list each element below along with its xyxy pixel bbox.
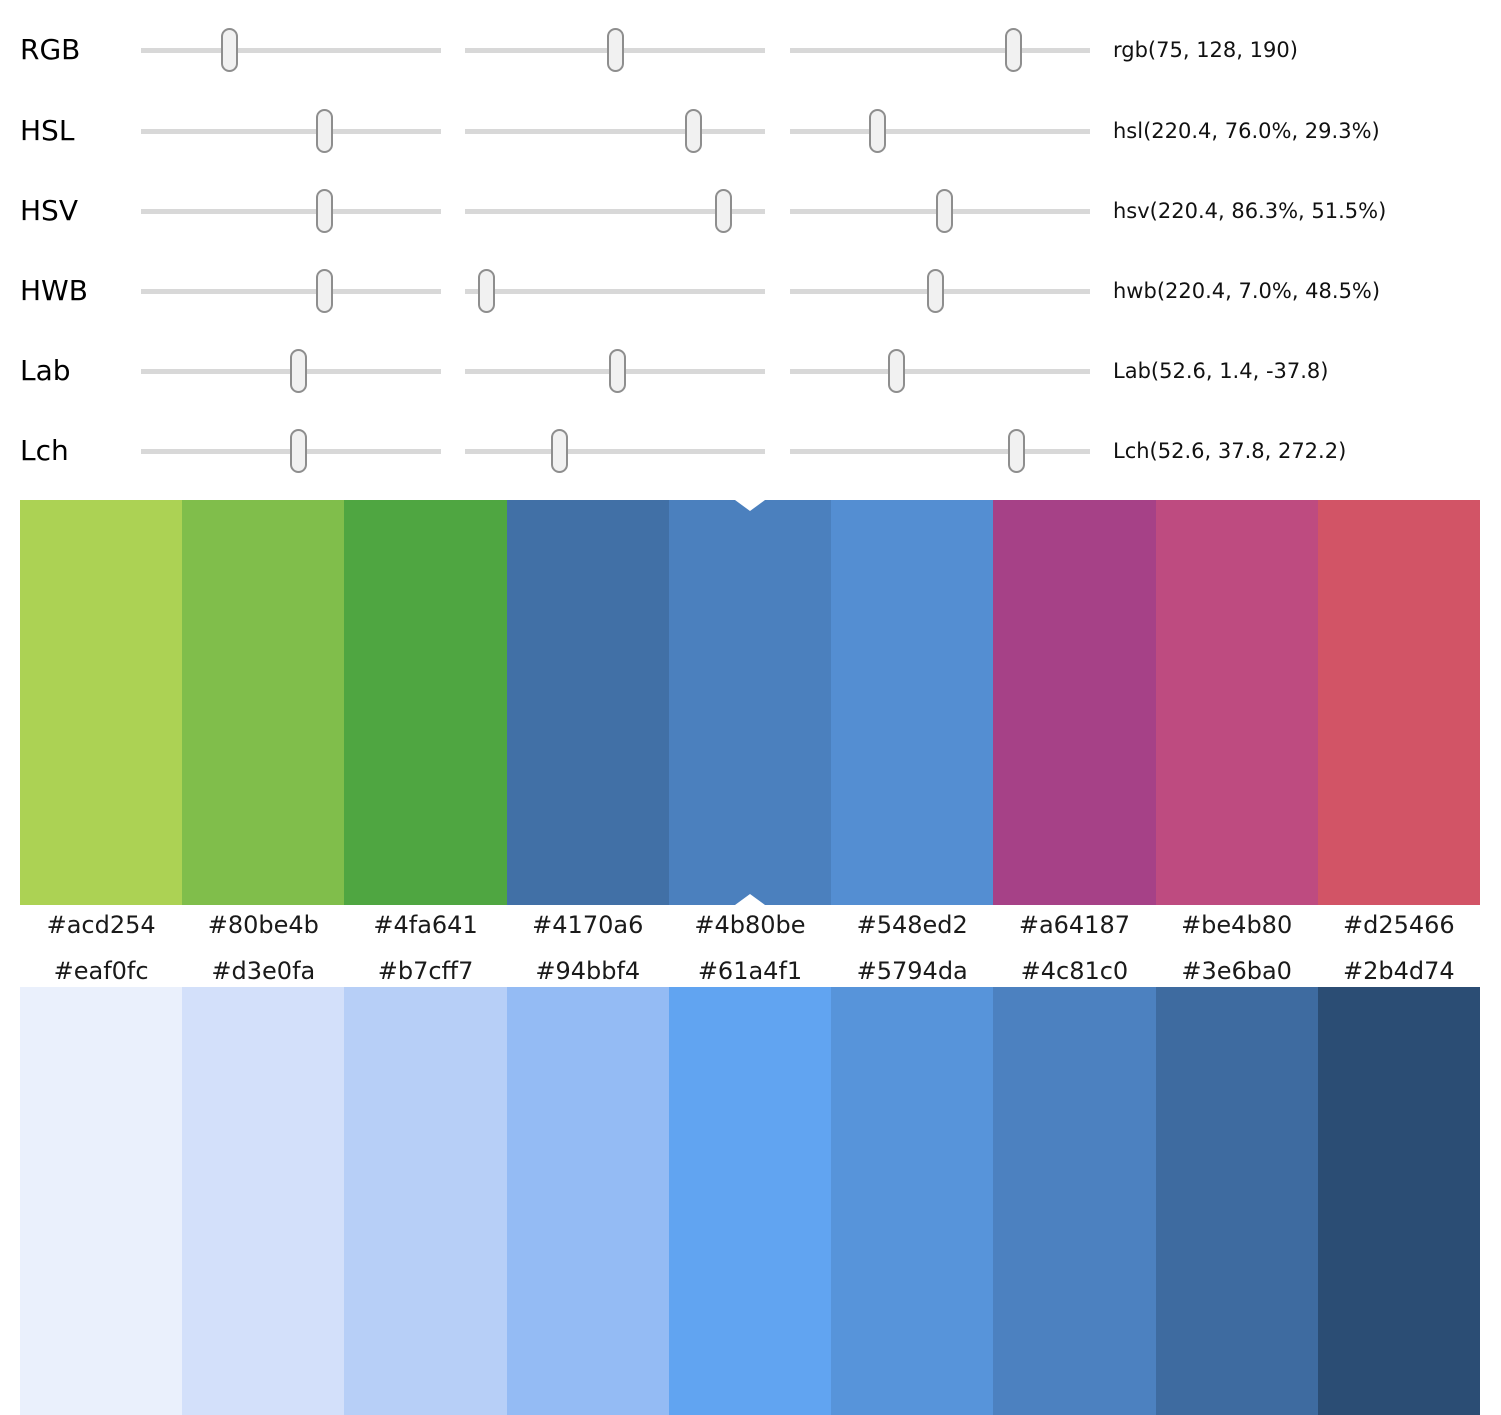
- slider-thumb[interactable]: [927, 269, 944, 313]
- swatch-hex-label: #5794da: [856, 957, 968, 985]
- swatch-hex-label: #4c81c0: [1020, 957, 1129, 985]
- slider-thumb[interactable]: [551, 429, 568, 473]
- slider-track[interactable]: [141, 429, 441, 473]
- swatch-hex-label: #be4b80: [1181, 911, 1293, 939]
- swatch-hex-label: #548ed2: [856, 911, 968, 939]
- slider-row-lch: Lch Lch(52.6, 37.8, 272.2): [0, 429, 1501, 473]
- colorspace-label: RGB: [20, 32, 81, 66]
- palette-swatch[interactable]: [1317, 987, 1480, 1415]
- colorspace-label: Lab: [20, 353, 71, 387]
- slider-thumb[interactable]: [1005, 28, 1022, 72]
- scale-palette: [20, 987, 1480, 1415]
- palette-swatch-selected[interactable]: [668, 500, 832, 905]
- slider-track[interactable]: [790, 189, 1090, 233]
- colorspace-label: HWB: [20, 273, 88, 307]
- slider-thumb[interactable]: [316, 109, 334, 153]
- slider-track[interactable]: [141, 269, 441, 313]
- slider-thumb[interactable]: [715, 189, 733, 233]
- slider-track[interactable]: [465, 28, 765, 72]
- slider-track[interactable]: [790, 28, 1090, 72]
- slider-track[interactable]: [790, 429, 1090, 473]
- slider-track[interactable]: [790, 349, 1090, 393]
- slider-track[interactable]: [141, 28, 441, 72]
- palette-swatch[interactable]: [831, 500, 994, 905]
- slider-track[interactable]: [465, 429, 765, 473]
- slider-row-hsl: HSL hsl(220.4, 76.0%, 29.3%): [0, 109, 1501, 153]
- swatch-hex-label: #eaf0fc: [53, 957, 149, 985]
- slider-track[interactable]: [465, 269, 765, 313]
- palette-swatch[interactable]: [344, 987, 507, 1415]
- palette-swatch[interactable]: [993, 500, 1156, 905]
- slider-thumb[interactable]: [936, 189, 953, 233]
- harmony-palette: [20, 500, 1480, 905]
- slider-thumb[interactable]: [684, 109, 702, 153]
- slider-track[interactable]: [141, 189, 441, 233]
- color-value-text: hwb(220.4, 7.0%, 48.5%): [1113, 279, 1381, 303]
- scale-hex-labels: #eaf0fc #d3e0fa #b7cff7 #94bbf4 #61a4f1 #5794…: [20, 956, 1480, 986]
- slider-track[interactable]: [465, 109, 765, 153]
- slider-row-hsv: HSV hsv(220.4, 86.3%, 51.5%): [0, 189, 1501, 233]
- slider-thumb[interactable]: [290, 429, 308, 473]
- swatch-hex-label: #2b4d74: [1343, 957, 1455, 985]
- slider-row-lab: Lab Lab(52.6, 1.4, -37.8): [0, 349, 1501, 393]
- slider-track[interactable]: [790, 109, 1090, 153]
- slider-thumb[interactable]: [220, 28, 238, 72]
- selected-notch-bottom-icon: [734, 894, 765, 905]
- slider-thumb[interactable]: [316, 269, 334, 313]
- slider-thumb[interactable]: [477, 269, 495, 313]
- color-value-text: Lab(52.6, 1.4, -37.8): [1113, 359, 1329, 383]
- palette-swatch[interactable]: [506, 500, 669, 905]
- color-value-text: hsv(220.4, 86.3%, 51.5%): [1113, 199, 1387, 223]
- slider-track[interactable]: [141, 109, 441, 153]
- colorspace-label: Lch: [20, 433, 69, 467]
- slider-thumb[interactable]: [607, 28, 625, 72]
- palette-swatch[interactable]: [1317, 500, 1480, 905]
- selected-notch-top-icon: [734, 500, 765, 511]
- palette-swatch[interactable]: [344, 500, 507, 905]
- slider-thumb[interactable]: [316, 189, 334, 233]
- slider-thumb[interactable]: [887, 349, 905, 393]
- palette-swatch[interactable]: [182, 987, 345, 1415]
- color-value-text: rgb(75, 128, 190): [1113, 38, 1298, 62]
- harmony-hex-labels: #acd254 #80be4b #4fa641 #4170a6 #4b80be #548e…: [20, 910, 1480, 940]
- swatch-hex-label: #a64187: [1018, 911, 1130, 939]
- swatch-hex-label: #94bbf4: [535, 957, 641, 985]
- palette-swatch[interactable]: [668, 987, 832, 1415]
- slider-row-hwb: HWB hwb(220.4, 7.0%, 48.5%): [0, 269, 1501, 313]
- palette-swatch[interactable]: [1155, 500, 1318, 905]
- palette-swatch[interactable]: [20, 500, 183, 905]
- swatch-hex-label: #d3e0fa: [211, 957, 316, 985]
- swatch-hex-label: #d25466: [1343, 911, 1455, 939]
- palette-swatch[interactable]: [182, 500, 345, 905]
- palette-swatch[interactable]: [831, 987, 994, 1415]
- palette-swatch[interactable]: [20, 987, 183, 1415]
- swatch-hex-label: #b7cff7: [377, 957, 474, 985]
- color-value-text: hsl(220.4, 76.0%, 29.3%): [1113, 119, 1380, 143]
- slider-thumb[interactable]: [290, 349, 308, 393]
- slider-thumb[interactable]: [608, 349, 626, 393]
- swatch-hex-label: #4170a6: [532, 911, 644, 939]
- slider-thumb[interactable]: [1008, 429, 1026, 473]
- swatch-hex-label: #4b80be: [694, 911, 806, 939]
- swatch-hex-label: #4fa641: [373, 911, 478, 939]
- swatch-hex-label: #80be4b: [207, 911, 319, 939]
- colorspace-label: HSL: [20, 113, 75, 147]
- swatch-hex-label: #3e6ba0: [1181, 957, 1292, 985]
- colorspace-label: HSV: [20, 193, 78, 227]
- slider-thumb[interactable]: [869, 109, 887, 153]
- slider-track[interactable]: [141, 349, 441, 393]
- slider-row-rgb: RGB rgb(75, 128, 190): [0, 28, 1501, 72]
- palette-swatch[interactable]: [993, 987, 1156, 1415]
- swatch-hex-label: #61a4f1: [697, 957, 803, 985]
- slider-track[interactable]: [465, 349, 765, 393]
- slider-track[interactable]: [465, 189, 765, 233]
- swatch-hex-label: #acd254: [46, 911, 156, 939]
- palette-swatch[interactable]: [1155, 987, 1318, 1415]
- color-value-text: Lch(52.6, 37.8, 272.2): [1113, 439, 1347, 463]
- slider-track[interactable]: [790, 269, 1090, 313]
- palette-swatch[interactable]: [506, 987, 669, 1415]
